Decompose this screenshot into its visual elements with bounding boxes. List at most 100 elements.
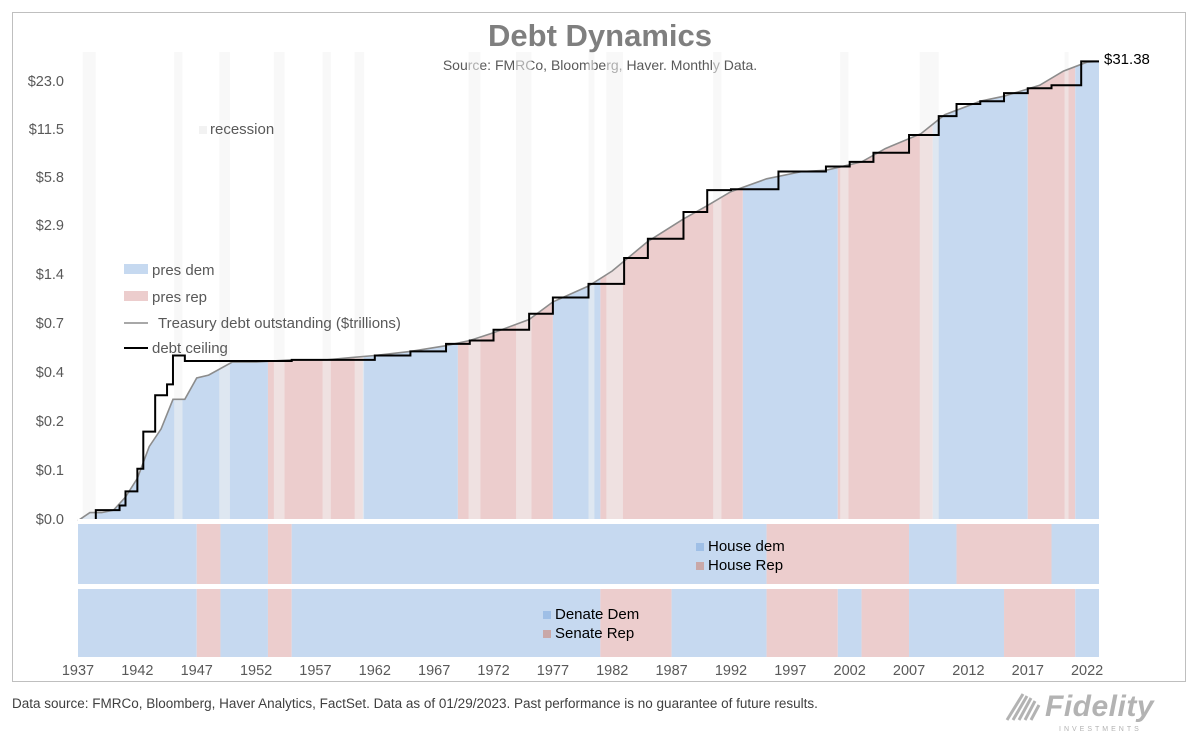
x-tick-label: 1947 bbox=[181, 663, 213, 679]
senate-band-rep bbox=[196, 589, 221, 657]
house-band-rep bbox=[196, 524, 221, 584]
house-band-rep bbox=[766, 524, 910, 584]
x-tick-label: 1937 bbox=[62, 663, 94, 679]
senate-band-rep bbox=[600, 589, 672, 657]
x-tick-label: 1967 bbox=[418, 663, 450, 679]
x-tick-label: 2017 bbox=[1012, 663, 1044, 679]
legend-swatch-recession bbox=[199, 126, 207, 134]
house-band-rep bbox=[267, 524, 292, 584]
senate-band-rep bbox=[1004, 589, 1076, 657]
senate-band-dem bbox=[909, 589, 1005, 657]
legend-label-recession: recession bbox=[210, 121, 274, 138]
legend: recession pres dem pres rep Treasury debt o… bbox=[124, 121, 401, 357]
end-value-label: $31.38 bbox=[1104, 51, 1150, 68]
senate-panel: Denate Dem Senate Rep bbox=[78, 589, 1099, 657]
recession-band bbox=[606, 52, 623, 519]
y-tick-label: $11.5 bbox=[29, 122, 64, 138]
senate-band-dem bbox=[220, 589, 268, 657]
y-tick-label: $0.0 bbox=[36, 512, 64, 528]
y-tick-label: $1.4 bbox=[36, 267, 64, 283]
legend-swatch-rep bbox=[124, 291, 148, 301]
fidelity-logo-icon bbox=[1005, 693, 1041, 721]
legend-swatch-dem bbox=[543, 611, 551, 619]
house-band-rep bbox=[956, 524, 1052, 584]
legend-label: Senate Rep bbox=[555, 625, 634, 642]
recession-band bbox=[82, 52, 96, 519]
fidelity-logo: Fidelity INVESTMENTS bbox=[1003, 690, 1155, 733]
recession-band bbox=[174, 52, 183, 519]
x-tick-label: 1992 bbox=[715, 663, 747, 679]
legend-label: House Rep bbox=[708, 557, 783, 574]
senate-band-dem bbox=[837, 589, 862, 657]
x-tick-label: 2022 bbox=[1071, 663, 1103, 679]
senate-band-rep bbox=[766, 589, 838, 657]
x-tick-label: 1942 bbox=[121, 663, 153, 679]
panel-divider bbox=[78, 519, 1099, 524]
fidelity-logo-subtext: INVESTMENTS bbox=[1059, 726, 1142, 733]
house-panel: House dem House Rep bbox=[78, 524, 1099, 584]
recession-band bbox=[322, 52, 331, 519]
y-tick-label: $2.9 bbox=[36, 218, 64, 234]
legend-label: Denate Dem bbox=[555, 606, 639, 623]
legend-swatch-rep bbox=[543, 630, 551, 638]
presidency-band-dem bbox=[742, 61, 838, 519]
fidelity-logo-text: Fidelity bbox=[1045, 690, 1155, 723]
house-band-dem bbox=[291, 524, 767, 584]
legend-swatch-dem bbox=[124, 264, 148, 274]
x-tick-label: 1952 bbox=[240, 663, 272, 679]
x-tick-label: 2002 bbox=[834, 663, 866, 679]
house-band-dem bbox=[220, 524, 268, 584]
senate-band-dem bbox=[671, 589, 767, 657]
debt-ceiling-line bbox=[78, 60, 1099, 522]
x-tick-label: 1987 bbox=[655, 663, 687, 679]
recession-band bbox=[713, 52, 722, 519]
x-axis: 1937 1942 1947 1952 1957 1962 1967 1972 1977 1982… bbox=[62, 663, 1103, 679]
presidency-band-rep bbox=[837, 61, 933, 519]
recession-band bbox=[588, 52, 595, 519]
x-tick-label: 1982 bbox=[596, 663, 628, 679]
senate-band-dem bbox=[291, 589, 601, 657]
chart-title: Debt Dynamics bbox=[488, 18, 712, 53]
recession-band bbox=[840, 52, 849, 519]
legend-label-dem: pres dem bbox=[152, 262, 215, 279]
y-tick-label: $23.0 bbox=[28, 74, 64, 90]
legend-swatch-dem bbox=[696, 543, 704, 551]
y-tick-label: $0.1 bbox=[36, 463, 64, 479]
presidency-band-dem bbox=[1075, 61, 1099, 519]
recession-band bbox=[219, 52, 230, 519]
recession-band bbox=[516, 52, 532, 519]
recession-band bbox=[468, 52, 481, 519]
footer-source-note: Data source: FMRCo, Bloomberg, Haver Ana… bbox=[12, 696, 818, 711]
x-tick-label: 1962 bbox=[359, 663, 391, 679]
recession-bands bbox=[82, 52, 1069, 519]
house-band-dem bbox=[909, 524, 957, 584]
senate-band-rep bbox=[861, 589, 910, 657]
legend-label: House dem bbox=[708, 538, 785, 555]
y-tick-label: $0.2 bbox=[36, 414, 64, 430]
legend-label-debt: Treasury debt outstanding ($trillions) bbox=[158, 315, 401, 332]
y-tick-label: $0.4 bbox=[36, 365, 64, 381]
legend-swatch-rep bbox=[696, 562, 704, 570]
house-band-dem bbox=[1051, 524, 1099, 584]
recession-band bbox=[919, 52, 939, 519]
senate-band-rep bbox=[267, 589, 292, 657]
y-axis: $0.0 $0.1 $0.2 $0.4 $0.7 $1.4 $2.9 $5.8 $11.5 $23… bbox=[28, 74, 1099, 528]
y-tick-label: $5.8 bbox=[36, 170, 64, 186]
recession-band bbox=[273, 52, 285, 519]
presidency-band-dem bbox=[362, 61, 458, 519]
recession-band bbox=[354, 52, 365, 519]
senate-band-dem bbox=[78, 589, 197, 657]
x-tick-label: 1972 bbox=[477, 663, 509, 679]
senate-band-dem bbox=[1075, 589, 1099, 657]
presidency-band-dem bbox=[932, 61, 1028, 519]
x-tick-label: 2007 bbox=[893, 663, 925, 679]
series-lines bbox=[77, 60, 1100, 522]
recession-band bbox=[1064, 52, 1069, 519]
x-tick-label: 2012 bbox=[952, 663, 984, 679]
legend-label-ceiling: debt ceiling bbox=[152, 340, 228, 357]
x-tick-label: 1957 bbox=[299, 663, 331, 679]
x-tick-label: 1977 bbox=[537, 663, 569, 679]
house-band-dem bbox=[78, 524, 197, 584]
legend-label-rep: pres rep bbox=[152, 289, 207, 306]
